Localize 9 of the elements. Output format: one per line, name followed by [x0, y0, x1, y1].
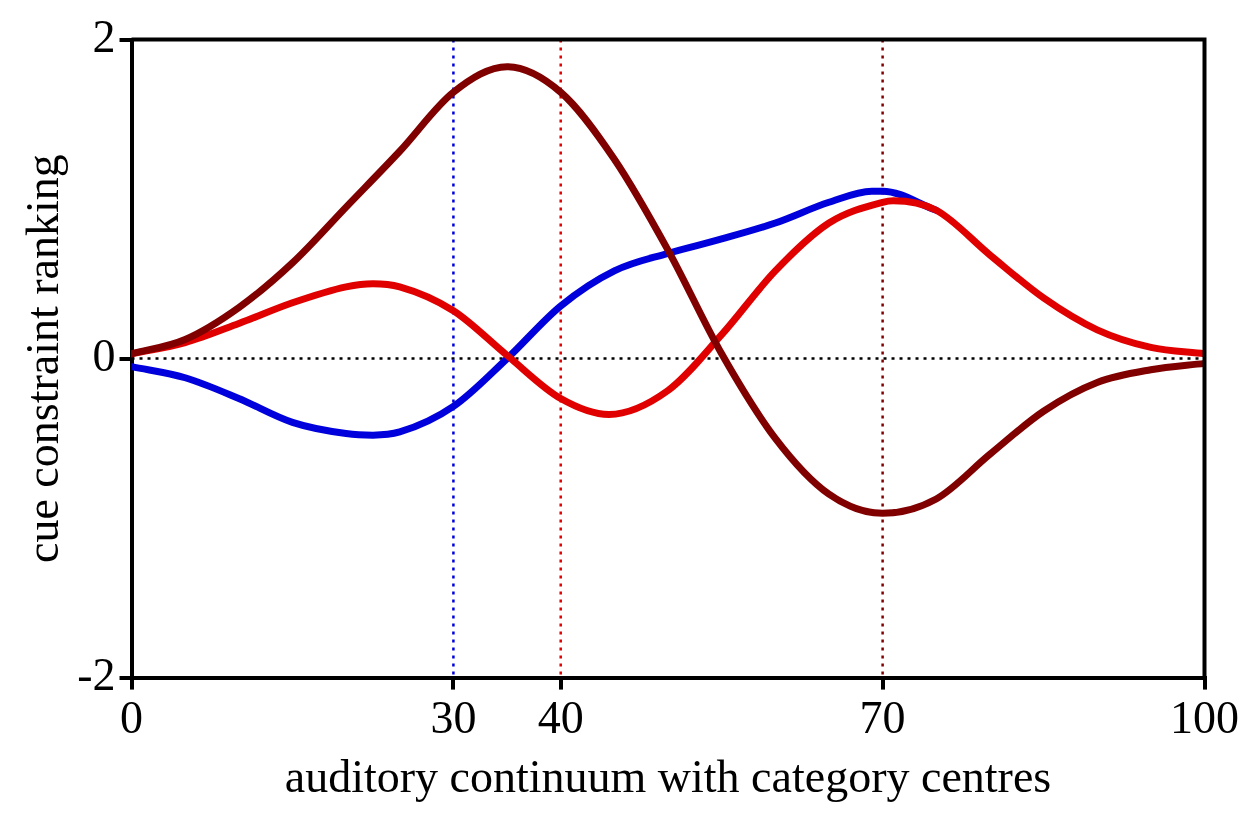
y-tick-label: 0 [92, 329, 116, 381]
x-tick-label: 30 [430, 692, 477, 744]
y-tick-label: 2 [92, 10, 116, 62]
x-tick-label: 70 [859, 692, 906, 744]
x-tick-label: 100 [1170, 692, 1239, 744]
x-tick-label: 40 [537, 692, 584, 744]
x-axis-title: auditory continuum with category centres [284, 751, 1052, 803]
y-tick-label: -2 [77, 648, 116, 700]
y-axis-title: cue constraint ranking [16, 154, 68, 563]
